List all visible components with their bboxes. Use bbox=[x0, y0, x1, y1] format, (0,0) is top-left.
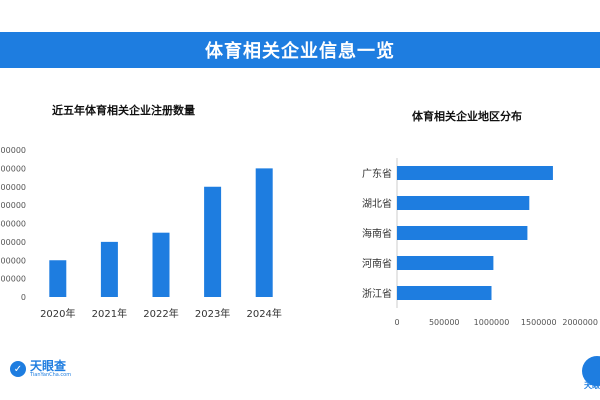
brand-name: 天眼查 bbox=[30, 359, 67, 373]
bar-2023年 bbox=[204, 186, 222, 297]
eye-logo-icon: ✓ bbox=[10, 361, 26, 377]
bar-2022年 bbox=[152, 232, 170, 297]
x-tick-label: 2021年 bbox=[92, 307, 127, 320]
bar-2021年 bbox=[100, 241, 118, 297]
y-tick-label: 0 bbox=[21, 293, 26, 302]
bar-2024年 bbox=[255, 168, 273, 297]
y-tick-label: 300000 bbox=[0, 238, 26, 247]
x-tick-label: 1000000 bbox=[474, 318, 510, 327]
x-tick-label: 2022年 bbox=[143, 307, 178, 320]
page-title: 体育相关企业信息一览 bbox=[205, 41, 395, 62]
brand-logo: ✓ 天眼查 TianYanCha.com bbox=[10, 360, 71, 378]
y-category-label: 浙江省 bbox=[362, 287, 392, 300]
y-category-label: 湖北省 bbox=[362, 197, 392, 210]
x-tick-label: 2023年 bbox=[195, 307, 230, 320]
y-tick-label: 100000 bbox=[0, 275, 26, 284]
bar-海南省 bbox=[397, 226, 528, 240]
x-tick-label: 2024年 bbox=[246, 307, 281, 320]
x-tick-label: 500000 bbox=[429, 318, 460, 327]
y-tick-label: 800000 bbox=[0, 146, 26, 155]
y-tick-label: 600000 bbox=[0, 183, 26, 192]
brand-url: TianYanCha.com bbox=[30, 372, 72, 378]
x-tick-label: 2020年 bbox=[40, 307, 75, 320]
y-tick-label: 200000 bbox=[0, 256, 26, 265]
brand-logo-right-icon bbox=[582, 356, 600, 386]
y-tick-label: 700000 bbox=[0, 164, 26, 173]
region-chart-title: 体育相关企业地区分布 bbox=[412, 110, 522, 123]
y-tick-label: 500000 bbox=[0, 201, 26, 210]
yearly-chart-title: 近五年体育相关企业注册数量 bbox=[52, 104, 195, 117]
bar-河南省 bbox=[397, 256, 494, 270]
bar-浙江省 bbox=[397, 286, 492, 300]
x-tick-label: 1500000 bbox=[521, 318, 557, 327]
brand-name-right: 天眼 bbox=[584, 381, 600, 390]
bar-2020年 bbox=[49, 260, 67, 297]
bar-湖北省 bbox=[397, 196, 530, 210]
y-category-label: 海南省 bbox=[362, 227, 392, 240]
y-category-label: 广东省 bbox=[362, 167, 392, 180]
bar-广东省 bbox=[397, 166, 553, 180]
x-tick-label: 0 bbox=[394, 318, 399, 327]
x-tick-label: 2000000 bbox=[562, 318, 598, 327]
yearly-registrations-chart: 0 100000 200000 300000 400000 500000 600000 700… bbox=[0, 146, 282, 320]
y-tick-label: 400000 bbox=[0, 220, 26, 229]
y-category-label: 河南省 bbox=[362, 257, 392, 270]
page-title-banner: 体育相关企业信息一览 bbox=[0, 32, 600, 68]
